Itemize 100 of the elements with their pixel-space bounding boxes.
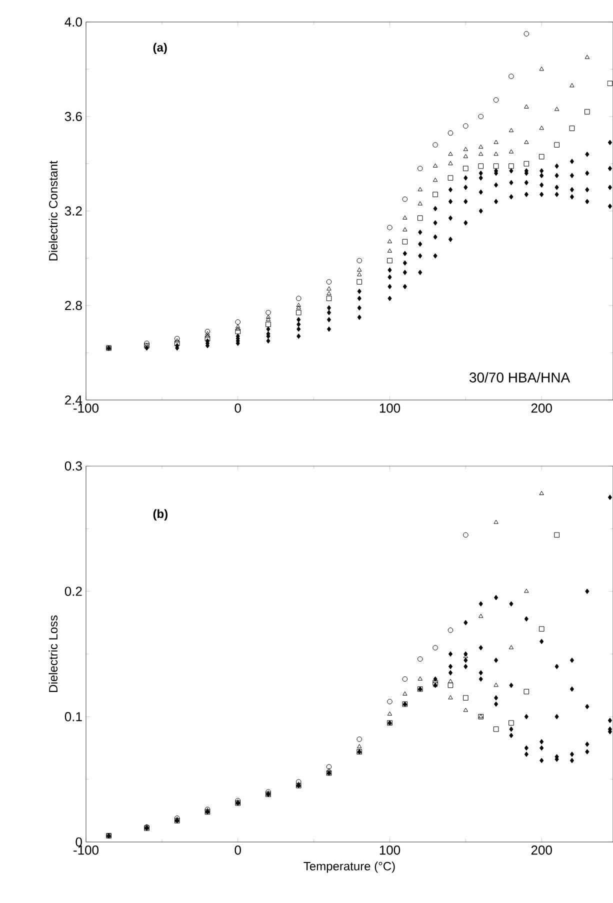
point [326,326,332,332]
point [494,701,498,707]
point [463,123,468,129]
point [585,742,590,747]
point [433,676,438,682]
point [464,620,468,626]
point [524,752,528,757]
point [585,704,590,710]
point [554,184,559,190]
point [554,172,559,178]
point [418,230,422,235]
point [494,520,498,524]
point [432,680,438,686]
point [463,154,468,158]
point [432,645,438,650]
x-axis-title: Temperature (°C) [304,862,395,873]
point [478,152,484,156]
x-tick-label: 0 [234,846,241,855]
point [508,645,514,650]
point [569,126,575,131]
point [402,676,408,682]
point [204,328,210,334]
y-axis-title: Dielectric Loss [48,615,58,692]
point [387,698,392,704]
point [538,154,544,160]
point [509,168,514,174]
point [463,708,468,712]
point [478,208,483,214]
point [402,270,407,276]
point [464,175,468,181]
point [508,163,514,169]
point [418,201,422,206]
point [388,284,392,290]
point [464,198,468,204]
point [494,695,498,701]
point [554,664,559,670]
y-tick-label: 0.2 [64,586,82,596]
point [174,338,180,342]
point [402,250,407,256]
y-tick-label: 2.8 [65,300,82,310]
point [570,686,574,692]
point [432,178,438,182]
point [448,198,453,204]
point [433,220,438,226]
point [540,739,544,744]
point [402,215,408,220]
y-tick-label: 0 [76,837,82,847]
point [356,736,362,742]
point [387,258,392,264]
point [509,732,514,738]
point [388,274,392,280]
point [608,166,612,172]
point [524,714,528,720]
point [296,779,302,784]
point [478,601,483,607]
annotation: 30/70 HBA/HNA [470,372,570,382]
point [448,664,453,670]
point [357,305,362,311]
point [357,296,362,302]
point [235,328,241,334]
point [448,651,453,657]
point [432,192,438,198]
point [326,279,332,285]
point [296,334,301,339]
point [296,305,301,310]
point [570,658,574,663]
point [448,682,454,688]
point [357,272,362,276]
point [570,158,574,164]
point [478,676,483,682]
point [478,144,484,149]
point [357,267,362,272]
point [235,319,241,325]
point [463,146,468,152]
point [608,204,612,209]
point [417,215,423,221]
point [296,782,301,786]
point [418,253,422,259]
point [540,745,544,751]
point [608,494,612,500]
point [402,239,408,244]
annotation: (a) [153,42,167,54]
point [608,184,612,190]
point [433,253,438,259]
point [570,758,574,764]
x-tick-label: 100 [380,404,400,413]
point [387,224,392,230]
x-tick-label: -100 [74,846,98,855]
point [540,168,544,174]
point [266,326,270,332]
point [494,594,498,600]
point [464,651,468,657]
point [326,296,332,302]
point [478,670,483,676]
point [524,140,529,144]
point [570,83,574,88]
point [418,241,422,247]
point [388,296,392,302]
point [448,161,453,166]
point [494,198,498,204]
